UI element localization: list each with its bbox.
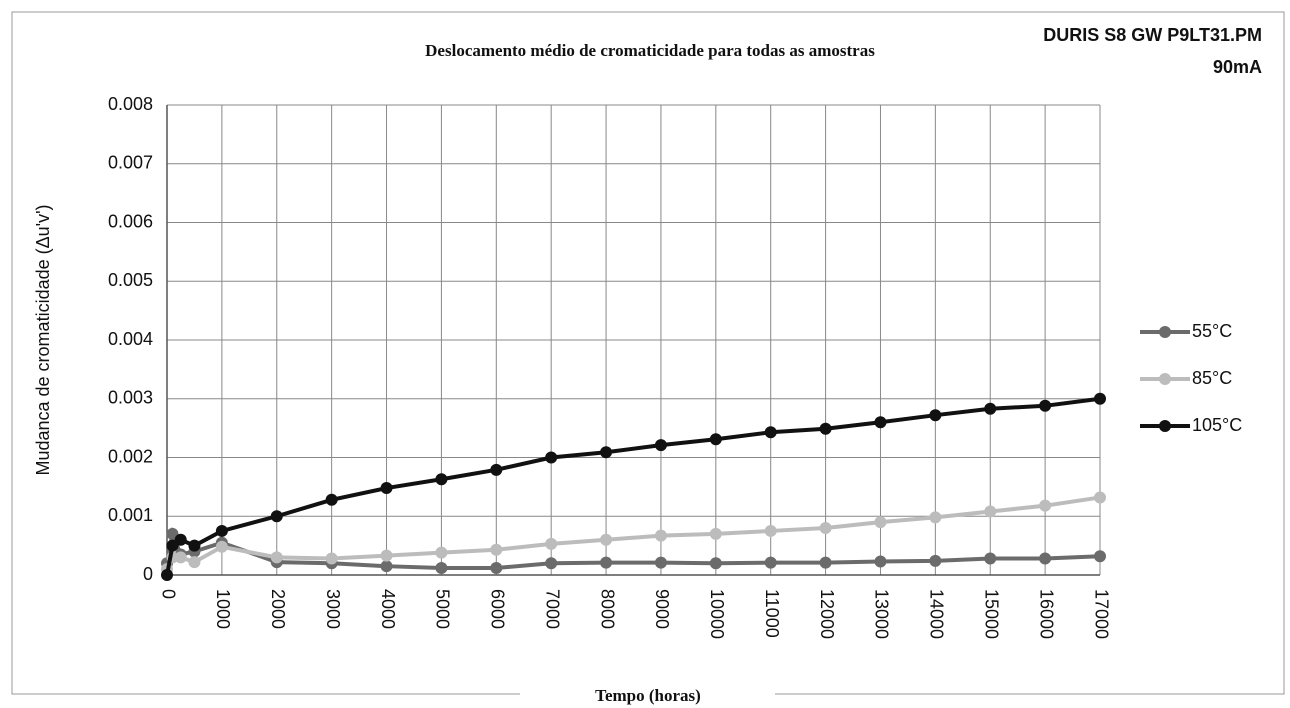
series-line <box>165 396 1101 576</box>
data-point <box>984 402 997 415</box>
y-axis-label: Mudanca de cromaticidade (Δu'v') <box>33 204 53 475</box>
x-tick-label: 9000 <box>652 589 672 629</box>
x-tick-label: 17000 <box>1091 589 1111 639</box>
data-point <box>984 552 997 565</box>
data-point <box>1039 399 1052 412</box>
data-point <box>174 551 187 564</box>
data-point <box>654 439 667 452</box>
data-point <box>1094 550 1106 563</box>
data-point <box>764 556 777 569</box>
data-point <box>174 533 187 546</box>
data-point <box>270 551 283 564</box>
data-point <box>1039 499 1052 512</box>
y-tick-label: 0.006 <box>108 211 153 231</box>
data-point <box>819 556 832 569</box>
y-tick-label: 0.004 <box>108 329 153 349</box>
x-tick-label: 7000 <box>542 589 562 629</box>
data-point <box>819 522 832 534</box>
x-tick-label: 15000 <box>981 589 1001 639</box>
data-point <box>545 537 558 550</box>
y-tick-label: 0.002 <box>108 446 153 466</box>
data-point <box>600 556 613 569</box>
data-point <box>545 557 558 570</box>
data-point <box>380 560 393 573</box>
legend-label: 105°C <box>1192 415 1242 435</box>
x-tick-label: 11000 <box>762 589 782 638</box>
y-tick-label: 0 <box>143 564 153 584</box>
x-tick-label: 5000 <box>433 589 453 629</box>
x-tick-label: 10000 <box>707 589 727 639</box>
data-point <box>709 527 722 540</box>
data-point <box>161 569 173 581</box>
data-point <box>709 557 722 570</box>
x-tick-label: 2000 <box>268 589 288 629</box>
data-point <box>654 529 667 542</box>
data-point <box>654 556 667 569</box>
y-tick-label: 0.001 <box>108 505 153 525</box>
data-point <box>435 546 448 559</box>
data-point <box>1094 491 1106 504</box>
y-tick-label: 0.007 <box>108 153 153 173</box>
x-tick-label: 8000 <box>597 589 617 629</box>
data-point <box>545 451 558 464</box>
data-point <box>435 561 448 574</box>
data-point <box>764 524 777 537</box>
legend-marker <box>1159 373 1171 385</box>
legend-marker <box>1159 420 1171 432</box>
data-point <box>709 433 722 446</box>
x-tick-label: 14000 <box>927 589 947 639</box>
data-point <box>188 556 201 569</box>
data-point <box>1094 392 1106 405</box>
x-tick-label: 3000 <box>323 589 343 629</box>
x-tick-label: 6000 <box>488 589 508 629</box>
data-point <box>270 510 283 523</box>
data-point <box>380 482 393 495</box>
data-point <box>984 505 997 518</box>
data-point <box>764 426 777 439</box>
x-tick-label: 0 <box>158 589 178 599</box>
annotation: 90mA <box>1213 57 1262 77</box>
data-point <box>490 561 503 574</box>
data-point <box>874 416 887 429</box>
data-point <box>1039 552 1052 565</box>
x-tick-label: 1000 <box>213 589 233 629</box>
x-tick-label: 4000 <box>378 589 398 629</box>
chart-title: Deslocamento médio de cromaticidade para… <box>425 41 875 60</box>
y-tick-label: 0.003 <box>108 388 153 408</box>
y-tick-label: 0.005 <box>108 270 153 290</box>
data-point <box>929 554 942 567</box>
data-point <box>929 409 942 422</box>
legend-label: 85°C <box>1192 368 1232 388</box>
data-point <box>325 552 338 565</box>
data-point <box>215 524 228 537</box>
x-axis-label: Tempo (horas) <box>595 686 701 705</box>
data-point <box>874 516 887 529</box>
data-point <box>380 549 393 562</box>
data-point <box>215 540 228 553</box>
data-point <box>874 555 887 568</box>
data-point <box>600 533 613 546</box>
annotation: DURIS S8 GW P9LT31.PM <box>1043 25 1262 45</box>
label-gap <box>520 684 775 704</box>
y-tick-label: 0.008 <box>108 94 153 114</box>
legend-marker <box>1159 326 1171 338</box>
data-point <box>325 493 338 506</box>
x-tick-label: 12000 <box>817 589 837 639</box>
data-point <box>819 422 832 435</box>
legend-label: 55°C <box>1192 321 1232 341</box>
data-point <box>929 511 942 524</box>
data-point <box>600 446 613 459</box>
x-tick-label: 13000 <box>872 589 892 639</box>
data-point <box>435 473 448 486</box>
data-point <box>490 543 503 556</box>
data-point <box>188 539 201 552</box>
x-tick-label: 16000 <box>1036 589 1056 639</box>
data-point <box>490 463 503 476</box>
